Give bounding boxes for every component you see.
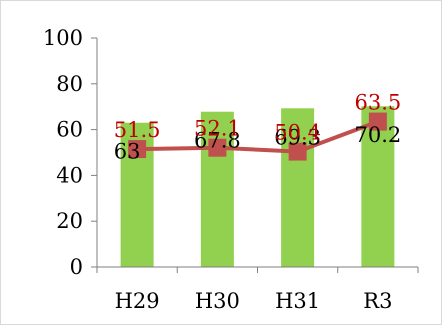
x-tick-label: R3 [363, 289, 392, 313]
x-tick-label: H29 [115, 289, 160, 313]
bar-data-label: 63 [114, 140, 141, 164]
line-data-label: 52.1 [194, 117, 241, 141]
x-tick-label: H30 [195, 289, 240, 313]
line-series [137, 119, 379, 154]
line-marker-r3 [368, 112, 387, 131]
bar-h30 [200, 111, 234, 267]
line-data-label: 63.5 [354, 91, 401, 115]
line-data-label: 50.4 [274, 121, 321, 145]
x-tick-label: H31 [275, 289, 320, 313]
line-marker-h29 [128, 140, 147, 159]
bar-data-label: 70.2 [354, 123, 401, 147]
y-tick-label: 40 [56, 163, 83, 187]
y-tick-label: 100 [43, 26, 83, 50]
bar-r3 [361, 106, 395, 267]
y-tick-label: 20 [56, 209, 83, 233]
y-tick-label: 80 [56, 72, 83, 96]
bar-data-label: 69.3 [274, 125, 321, 149]
line-data-label: 51.5 [114, 118, 161, 142]
line-marker-h31 [288, 142, 307, 161]
bar-data-label: 67.8 [194, 129, 241, 153]
y-tick-label: 0 [70, 255, 83, 279]
y-tick-label: 60 [56, 118, 83, 142]
bar-h31 [281, 108, 315, 267]
line-marker-h30 [208, 138, 227, 157]
